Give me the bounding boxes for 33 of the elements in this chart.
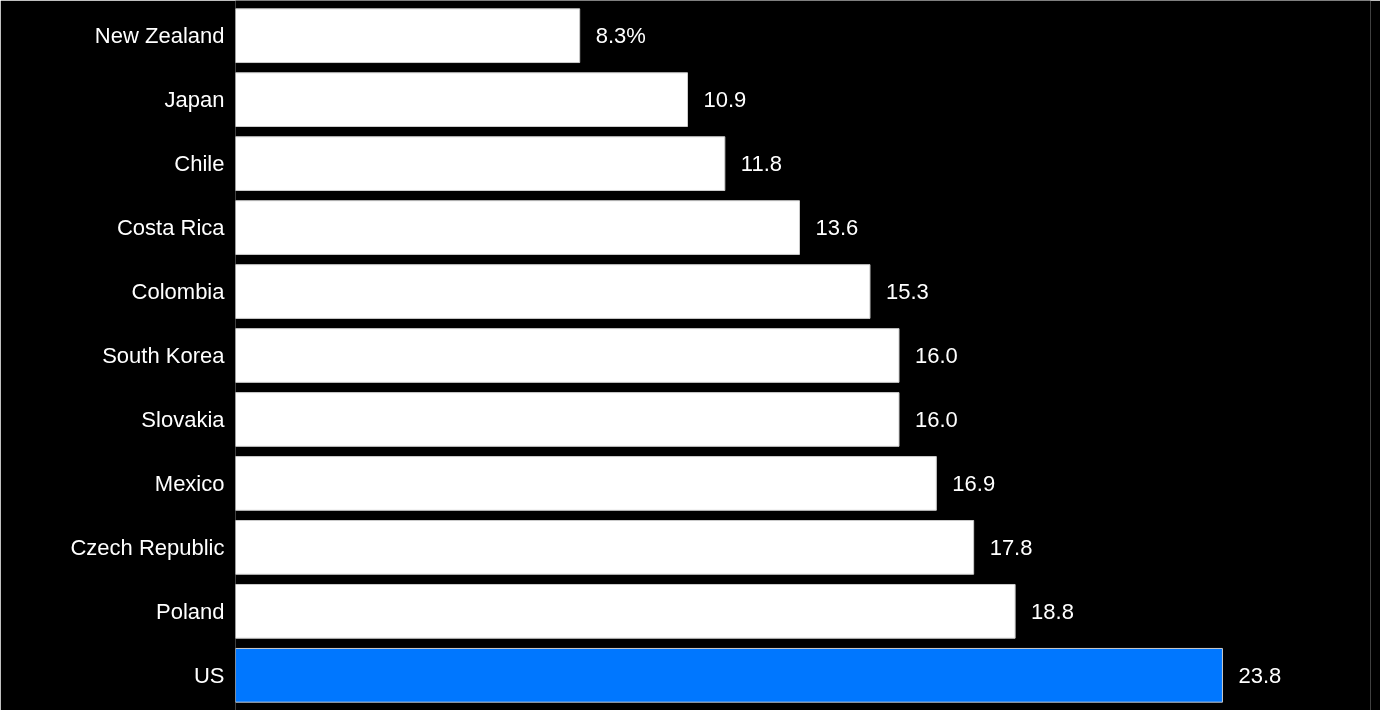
y-tick-label: New Zealand [94,23,225,49]
y-tick-label: Chile [174,151,225,177]
data-label: 16.9 [952,470,996,496]
data-label: 15.3 [885,279,929,305]
y-tick-label: Poland [156,598,225,624]
y-tick-label: Japan [164,87,225,113]
bar [235,136,726,191]
bar [235,328,900,383]
bar [235,200,800,255]
y-tick-label: Czech Republic [70,534,225,560]
bar [235,583,1016,639]
bar [235,264,871,319]
y-tick-label: Mexico [154,470,225,496]
y-tick-label: Costa Rica [116,215,226,241]
y-tick-label: Slovakia [141,406,226,432]
y-tick-label: Colombia [131,279,226,305]
data-label: 10.9 [703,87,747,113]
y-tick-label: South Korea [102,343,226,368]
data-label: 16.0 [915,343,958,368]
data-label: 8.3% [595,23,646,49]
data-label: 13.6 [815,215,859,241]
bar [235,392,900,447]
bar [235,456,937,511]
data-label: 23.8 [1238,662,1282,688]
bar [235,520,975,575]
bar [235,8,581,64]
data-label: 16.0 [915,406,958,432]
data-label: 18.8 [1031,598,1074,624]
bar [235,647,1223,703]
data-label: 11.8 [740,151,783,177]
y-tick-label: US [193,662,225,688]
bar [235,72,689,128]
data-label: 17.8 [989,534,1033,560]
